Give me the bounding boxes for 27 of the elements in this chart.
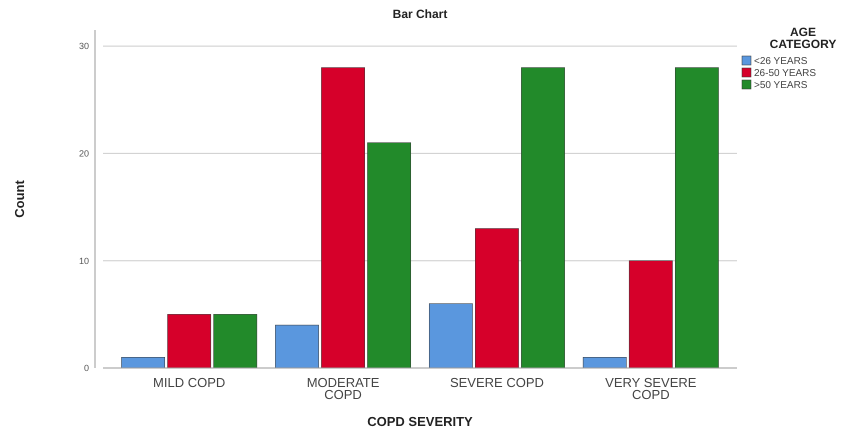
x-tick-label: MILD COPD bbox=[153, 375, 226, 390]
y-axis-title: Count bbox=[12, 180, 27, 218]
legend-label: >50 YEARS bbox=[754, 80, 808, 91]
y-tick-label: 10 bbox=[78, 256, 89, 266]
legend-title: AGE CATEGORY bbox=[770, 25, 836, 51]
bar bbox=[321, 67, 365, 368]
x-tick-label: SEVERE COPD bbox=[450, 375, 544, 390]
bar bbox=[428, 303, 473, 368]
x-tick-label: MODERATE COPD bbox=[306, 375, 380, 402]
legend-label: <26 YEARS bbox=[754, 56, 808, 67]
bar bbox=[582, 357, 627, 368]
chart-title: Bar Chart bbox=[392, 7, 448, 21]
bar bbox=[275, 324, 319, 368]
bar bbox=[167, 314, 212, 368]
bar bbox=[628, 260, 673, 368]
x-tick-label: VERY SEVERE COPD bbox=[605, 375, 697, 402]
x-axis-title: COPD SEVERITY bbox=[367, 414, 474, 429]
bar bbox=[475, 228, 519, 368]
y-tick-label: 20 bbox=[78, 148, 89, 159]
bar bbox=[213, 314, 258, 368]
y-tick-label: 0 bbox=[84, 363, 89, 374]
bar bbox=[674, 67, 719, 368]
y-tick-label: 30 bbox=[78, 41, 89, 52]
bar bbox=[521, 67, 565, 368]
bar bbox=[121, 357, 166, 368]
legend-label: 26-50 YEARS bbox=[754, 68, 816, 79]
bar bbox=[367, 142, 412, 368]
